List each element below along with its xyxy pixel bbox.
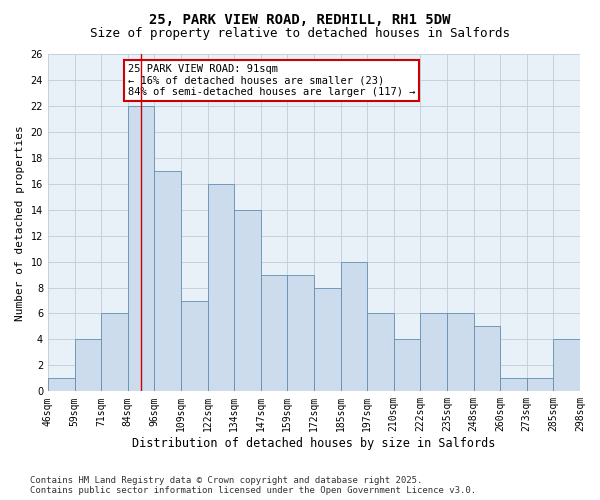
Bar [154, 171, 181, 392]
Bar [101, 314, 128, 392]
Bar [261, 274, 287, 392]
Text: 25, PARK VIEW ROAD, REDHILL, RH1 5DW: 25, PARK VIEW ROAD, REDHILL, RH1 5DW [149, 12, 451, 26]
Text: Size of property relative to detached houses in Salfords: Size of property relative to detached ho… [90, 28, 510, 40]
Text: Contains HM Land Registry data © Crown copyright and database right 2025.
Contai: Contains HM Land Registry data © Crown c… [30, 476, 476, 495]
Bar [553, 340, 580, 392]
Bar [367, 314, 394, 392]
Bar [314, 288, 341, 392]
Bar [128, 106, 154, 392]
Bar [208, 184, 234, 392]
Bar [421, 314, 447, 392]
Bar [394, 340, 421, 392]
Text: 25 PARK VIEW ROAD: 91sqm
← 16% of detached houses are smaller (23)
84% of semi-d: 25 PARK VIEW ROAD: 91sqm ← 16% of detach… [128, 64, 415, 98]
Bar [287, 274, 314, 392]
Bar [48, 378, 74, 392]
Bar [74, 340, 101, 392]
Bar [341, 262, 367, 392]
Bar [234, 210, 261, 392]
Bar [473, 326, 500, 392]
X-axis label: Distribution of detached houses by size in Salfords: Distribution of detached houses by size … [132, 437, 496, 450]
Bar [181, 300, 208, 392]
Bar [527, 378, 553, 392]
Y-axis label: Number of detached properties: Number of detached properties [15, 125, 25, 320]
Bar [447, 314, 473, 392]
Bar [500, 378, 527, 392]
